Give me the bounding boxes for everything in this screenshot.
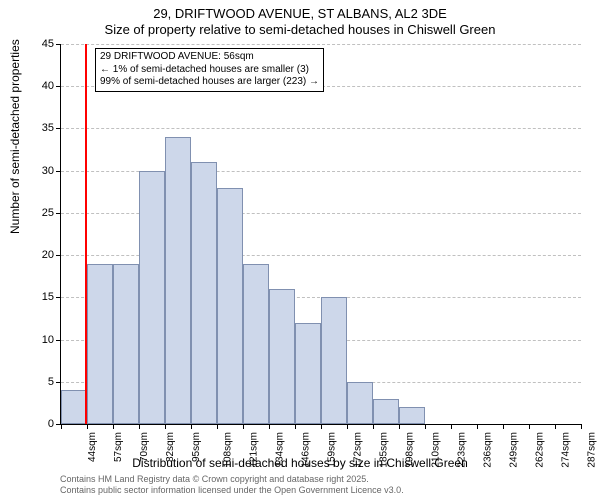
x-tick-mark bbox=[217, 424, 218, 429]
chart-container: 29, DRIFTWOOD AVENUE, ST ALBANS, AL2 3DE… bbox=[0, 0, 600, 500]
histogram-bar bbox=[321, 297, 347, 424]
x-tick-label: 249sqm bbox=[509, 432, 520, 468]
x-tick-mark bbox=[295, 424, 296, 429]
x-tick-mark bbox=[451, 424, 452, 429]
property-marker-line bbox=[85, 44, 87, 424]
histogram-bar bbox=[165, 137, 191, 424]
x-tick-mark bbox=[61, 424, 62, 429]
x-tick-label: 223sqm bbox=[457, 432, 468, 468]
x-tick-mark bbox=[503, 424, 504, 429]
x-tick-label: 82sqm bbox=[165, 432, 176, 462]
x-tick-label: 172sqm bbox=[353, 432, 364, 468]
x-tick-label: 44sqm bbox=[87, 432, 98, 462]
histogram-bar bbox=[243, 264, 269, 424]
x-tick-label: 185sqm bbox=[379, 432, 390, 468]
x-tick-label: 146sqm bbox=[301, 432, 312, 468]
x-tick-label: 95sqm bbox=[191, 432, 202, 462]
histogram-bar bbox=[347, 382, 373, 424]
footer: Contains HM Land Registry data © Crown c… bbox=[60, 474, 404, 496]
y-tick-label: 30 bbox=[24, 165, 54, 177]
x-tick-label: 108sqm bbox=[223, 432, 234, 468]
y-tick-mark bbox=[56, 86, 61, 87]
x-tick-mark bbox=[243, 424, 244, 429]
annotation-line1: 29 DRIFTWOOD AVENUE: 56sqm bbox=[100, 51, 319, 64]
y-tick-mark bbox=[56, 44, 61, 45]
annotation-line3: 99% of semi-detached houses are larger (… bbox=[100, 76, 319, 89]
annotation-box: 29 DRIFTWOOD AVENUE: 56sqm ← 1% of semi-… bbox=[95, 48, 324, 92]
y-tick-label: 0 bbox=[24, 418, 54, 430]
chart-title: 29, DRIFTWOOD AVENUE, ST ALBANS, AL2 3DE bbox=[0, 6, 600, 21]
x-tick-mark bbox=[269, 424, 270, 429]
x-tick-mark bbox=[113, 424, 114, 429]
x-tick-mark bbox=[477, 424, 478, 429]
x-tick-mark bbox=[87, 424, 88, 429]
x-tick-label: 57sqm bbox=[113, 432, 124, 462]
x-tick-mark bbox=[347, 424, 348, 429]
x-tick-mark bbox=[373, 424, 374, 429]
histogram-bar bbox=[373, 399, 399, 424]
footer-line2: Contains public sector information licen… bbox=[60, 485, 404, 496]
y-tick-label: 20 bbox=[24, 249, 54, 261]
histogram-bar bbox=[269, 289, 295, 424]
y-tick-label: 45 bbox=[24, 38, 54, 50]
x-tick-label: 134sqm bbox=[275, 432, 286, 468]
x-tick-mark bbox=[191, 424, 192, 429]
gridline bbox=[61, 128, 581, 129]
x-tick-mark bbox=[425, 424, 426, 429]
gridline bbox=[61, 44, 581, 45]
histogram-bar bbox=[61, 390, 87, 424]
histogram-bar bbox=[295, 323, 321, 424]
x-tick-label: 198sqm bbox=[405, 432, 416, 468]
y-tick-label: 15 bbox=[24, 291, 54, 303]
y-tick-label: 5 bbox=[24, 376, 54, 388]
footer-line1: Contains HM Land Registry data © Crown c… bbox=[60, 474, 404, 485]
x-tick-mark bbox=[165, 424, 166, 429]
plot-area: 29 DRIFTWOOD AVENUE: 56sqm ← 1% of semi-… bbox=[60, 44, 581, 425]
y-tick-mark bbox=[56, 128, 61, 129]
x-tick-mark bbox=[399, 424, 400, 429]
y-tick-mark bbox=[56, 297, 61, 298]
x-tick-label: 274sqm bbox=[561, 432, 572, 468]
x-tick-label: 262sqm bbox=[535, 432, 546, 468]
histogram-bar bbox=[113, 264, 139, 424]
x-tick-mark bbox=[555, 424, 556, 429]
x-tick-label: 159sqm bbox=[327, 432, 338, 468]
histogram-bar bbox=[399, 407, 425, 424]
y-tick-label: 10 bbox=[24, 334, 54, 346]
y-tick-mark bbox=[56, 213, 61, 214]
y-tick-mark bbox=[56, 382, 61, 383]
annotation-line2: ← 1% of semi-detached houses are smaller… bbox=[100, 64, 319, 77]
y-tick-label: 40 bbox=[24, 80, 54, 92]
chart-subtitle: Size of property relative to semi-detach… bbox=[0, 22, 600, 37]
x-tick-mark bbox=[321, 424, 322, 429]
x-tick-label: 70sqm bbox=[139, 432, 150, 462]
x-tick-label: 210sqm bbox=[431, 432, 442, 468]
x-tick-mark bbox=[529, 424, 530, 429]
y-axis-label: Number of semi-detached properties bbox=[8, 39, 22, 234]
y-tick-mark bbox=[56, 340, 61, 341]
x-tick-label: 287sqm bbox=[587, 432, 598, 468]
histogram-bar bbox=[87, 264, 113, 424]
x-tick-mark bbox=[581, 424, 582, 429]
y-tick-label: 35 bbox=[24, 122, 54, 134]
histogram-bar bbox=[191, 162, 217, 424]
x-tick-mark bbox=[139, 424, 140, 429]
histogram-bar bbox=[139, 171, 165, 424]
histogram-bar bbox=[217, 188, 243, 424]
x-tick-label: 236sqm bbox=[483, 432, 494, 468]
x-tick-label: 121sqm bbox=[249, 432, 260, 468]
y-tick-label: 25 bbox=[24, 207, 54, 219]
y-tick-mark bbox=[56, 255, 61, 256]
y-tick-mark bbox=[56, 171, 61, 172]
